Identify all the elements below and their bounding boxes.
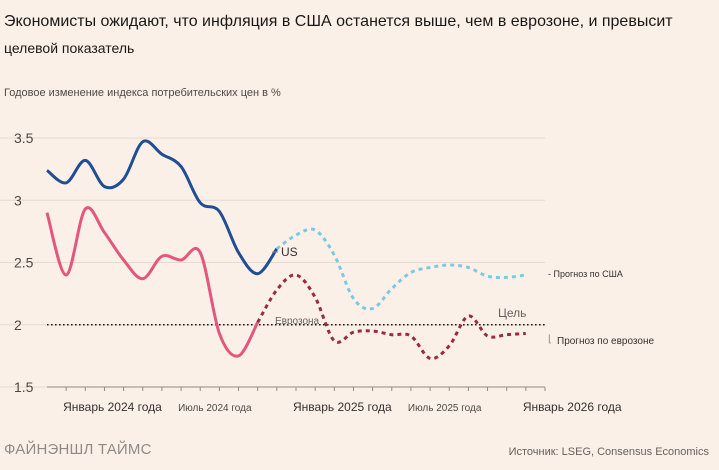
series-line-0 [46, 139, 279, 276]
y-tick-label: 1.5 [14, 379, 34, 395]
y-tick-label: 3 [14, 192, 22, 208]
x-tick-label: Январь 2024 года [63, 400, 162, 414]
series-line-2 [45, 206, 260, 358]
y-tick-label: 2.5 [14, 255, 34, 271]
grid-lines [0, 137, 545, 388]
y-axis-label: Годовое изменение индекса потребительски… [4, 87, 281, 99]
eurozone-forecast-bracket: ⌊ [548, 334, 552, 345]
eurozone-label: Еврозона [275, 316, 320, 327]
source-note: Источник: LSEG, Consensus Economics [508, 446, 709, 458]
eurozone-forecast-label: Прогноз по еврозоне [557, 336, 654, 347]
x-tick-label: Январь 2025 года [293, 400, 392, 414]
target-label: Цель [498, 306, 526, 320]
series-lines [45, 139, 527, 361]
chart-title-line2: целевой показатель [4, 40, 135, 56]
ft-brand: ФАЙНЭНШЛ ТАЙМС [4, 441, 152, 458]
chart-title-line1: Экономисты ожидают, что инфляция в США о… [4, 13, 673, 30]
y-tick-label: 3.5 [14, 130, 34, 146]
x-tick-label: Июль 2025 года [408, 403, 482, 414]
series-line-3 [256, 273, 526, 361]
chart-title: Экономисты ожидают, что инфляция в США о… [4, 8, 716, 62]
x-tick-label: Июль 2024 года [178, 403, 252, 414]
y-tick-label: 2 [14, 317, 22, 333]
us-forecast-label: - Прогноз по США [548, 269, 623, 279]
x-tick-label: Январь 2026 года [523, 400, 622, 414]
y-axis-ticks: 3.5 3 2.5 2 1.5 [14, 130, 34, 395]
series-line-1 [275, 227, 527, 311]
series-annotations: US - Прогноз по США Еврозона Прогноз по … [272, 245, 654, 347]
x-axis: Январь 2024 года Июль 2024 года Январь 202… [47, 386, 622, 414]
us-label: US [281, 245, 298, 259]
